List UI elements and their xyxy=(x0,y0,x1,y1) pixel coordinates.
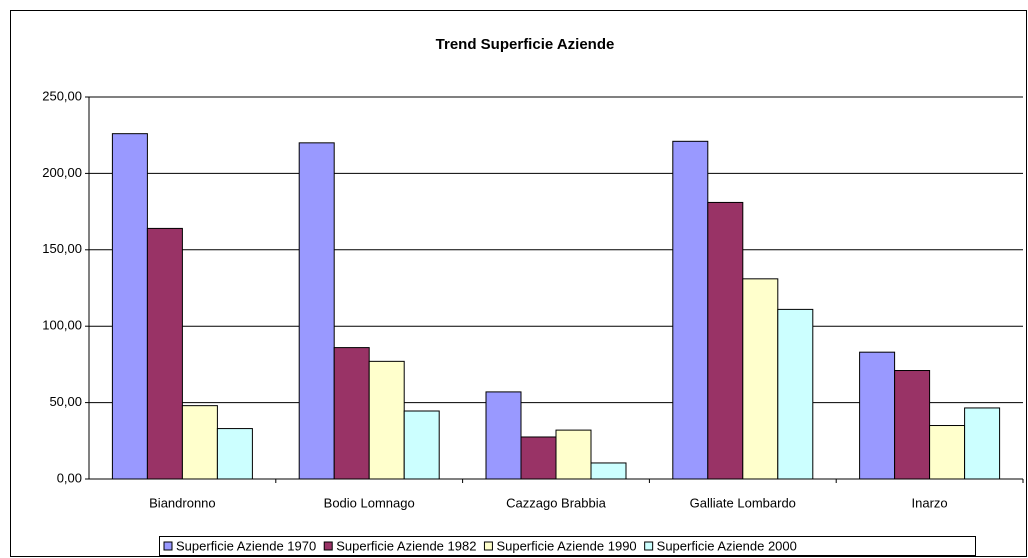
bar xyxy=(555,429,592,480)
y-tick-label: 0,00 xyxy=(57,470,82,485)
x-tick-label: Inarzo xyxy=(912,495,948,510)
bar xyxy=(520,436,557,480)
legend-label: Superficie Aziende 1982 xyxy=(336,538,476,553)
x-tick-label: Bodio Lomnago xyxy=(324,495,415,510)
bar xyxy=(181,405,218,480)
x-tick-label: Cazzago Brabbia xyxy=(506,495,606,510)
bar xyxy=(216,428,253,480)
bar xyxy=(894,370,931,480)
bar xyxy=(777,308,814,480)
legend-swatch xyxy=(323,541,333,551)
bar xyxy=(672,140,709,480)
bar xyxy=(859,351,896,480)
y-tick-label: 150,00 xyxy=(42,241,82,256)
legend-swatch xyxy=(644,541,654,551)
bar xyxy=(403,410,440,480)
bar xyxy=(111,133,148,480)
bar xyxy=(485,391,522,480)
y-tick-label: 250,00 xyxy=(42,88,82,103)
bar xyxy=(707,201,744,480)
chart-title: Trend Superficie Aziende xyxy=(436,36,615,53)
legend-label: Superficie Aziende 2000 xyxy=(657,538,797,553)
bar xyxy=(929,425,966,480)
legend-swatch xyxy=(163,541,173,551)
bar xyxy=(298,142,335,480)
legend-label: Superficie Aziende 1970 xyxy=(176,538,316,553)
bar xyxy=(742,278,779,480)
y-tick-label: 100,00 xyxy=(42,318,82,333)
bar xyxy=(368,360,405,480)
legend-label: Superficie Aziende 1990 xyxy=(496,538,636,553)
y-tick-label: 200,00 xyxy=(42,165,82,180)
x-tick-label: Galliate Lombardo xyxy=(690,495,796,510)
bar xyxy=(964,407,1001,480)
x-tick-label: Biandronno xyxy=(149,495,216,510)
legend-box xyxy=(159,536,976,556)
legend-swatch xyxy=(483,541,493,551)
bar xyxy=(146,227,183,480)
y-tick-label: 50,00 xyxy=(49,394,82,409)
bar xyxy=(333,347,370,480)
bar xyxy=(590,462,627,480)
